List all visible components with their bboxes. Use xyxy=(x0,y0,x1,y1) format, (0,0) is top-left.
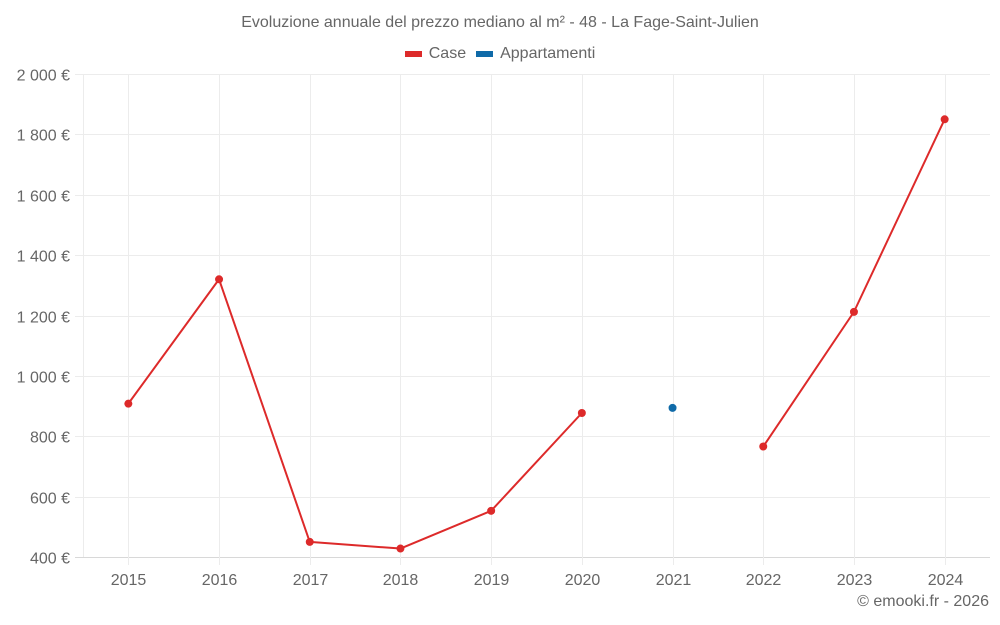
data-point-marker[interactable] xyxy=(487,506,496,515)
y-tick-label: 2 000 € xyxy=(17,68,70,85)
legend-item-case[interactable]: Case xyxy=(404,45,467,63)
data-point-marker[interactable] xyxy=(940,115,949,124)
data-series xyxy=(124,115,949,553)
x-tick-label: 2016 xyxy=(202,572,238,589)
data-point-marker[interactable] xyxy=(577,409,586,418)
y-tick-label: 1 800 € xyxy=(17,128,70,145)
y-tick-label: 1 600 € xyxy=(17,189,70,206)
data-point-marker[interactable] xyxy=(759,442,768,451)
x-tick-label: 2021 xyxy=(656,572,692,589)
data-point-marker[interactable] xyxy=(124,399,133,408)
y-tick-label: 1 400 € xyxy=(17,249,70,266)
grid-lines xyxy=(75,74,990,565)
x-tick-label: 2018 xyxy=(383,572,419,589)
data-point-marker[interactable] xyxy=(396,544,405,553)
x-tick-label: 2017 xyxy=(293,572,329,589)
x-tick-label: 2022 xyxy=(746,572,782,589)
data-point-marker[interactable] xyxy=(849,307,858,316)
x-tick-label: 2015 xyxy=(111,572,147,589)
x-axis-labels: 2015 2016 2017 2018 2019 2020 2021 2022 2023 2024 xyxy=(111,572,964,589)
chart-title: Evoluzione annuale del prezzo mediano al… xyxy=(241,14,759,31)
y-tick-label: 1 000 € xyxy=(17,370,70,387)
legend-label-case: Case xyxy=(428,45,467,62)
series-appartamenti xyxy=(668,403,677,412)
x-tick-label: 2019 xyxy=(474,572,510,589)
x-tick-label: 2024 xyxy=(928,572,964,589)
legend-swatch-appartamenti xyxy=(476,51,494,57)
legend-item-appartamenti[interactable]: Appartamenti xyxy=(476,45,595,63)
y-axis-labels: 400 € 600 € 800 € 1 000 € 1 200 € 1 400 € 1 60… xyxy=(17,68,70,568)
series-case xyxy=(124,115,949,553)
series-line xyxy=(762,118,946,448)
data-point-marker[interactable] xyxy=(668,403,677,412)
data-point-marker[interactable] xyxy=(215,275,224,284)
legend-swatch-case xyxy=(404,51,422,57)
x-tick-label: 2023 xyxy=(837,572,873,589)
x-tick-label: 2020 xyxy=(565,572,601,589)
data-point-marker[interactable] xyxy=(305,537,314,546)
series-line xyxy=(127,278,583,550)
y-tick-label: 400 € xyxy=(30,551,70,568)
y-tick-label: 800 € xyxy=(30,430,70,447)
y-tick-label: 600 € xyxy=(30,491,70,508)
credit-text: © emooki.fr - 2026 xyxy=(857,593,989,610)
legend-label-appartamenti: Appartamenti xyxy=(500,45,596,62)
chart-legend: Case Appartamenti xyxy=(0,45,1000,63)
y-tick-label: 1 200 € xyxy=(17,310,70,327)
